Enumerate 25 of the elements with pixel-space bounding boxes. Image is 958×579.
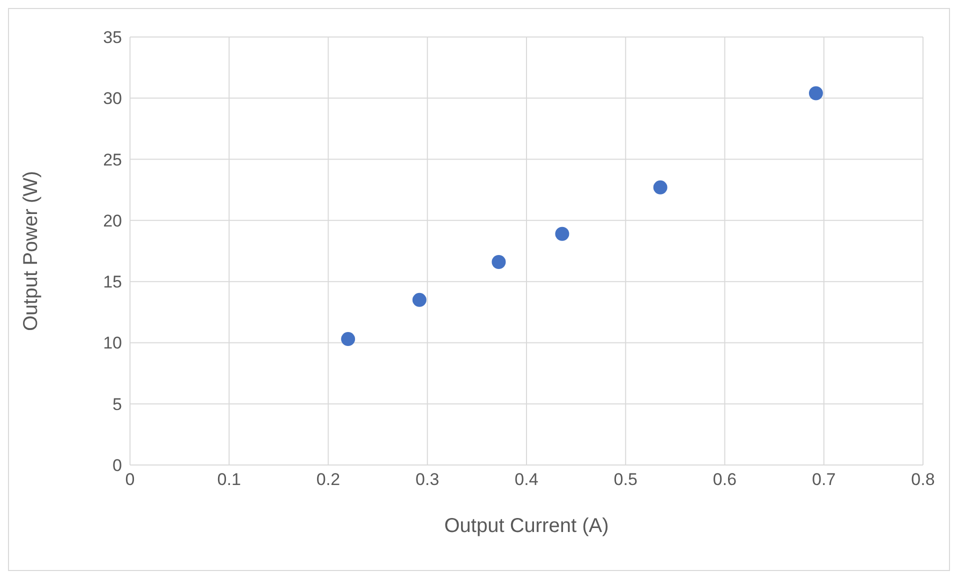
x-tick-label: 0.5 (614, 470, 638, 490)
point (653, 180, 668, 194)
x-tick-label: 0.7 (812, 470, 836, 490)
point (808, 86, 823, 100)
point (341, 332, 356, 346)
point (555, 226, 570, 241)
x-tick-label: 0.2 (316, 470, 340, 490)
y-tick-label: 35 (103, 28, 122, 48)
x-tick-label: 0.3 (416, 470, 440, 490)
x-tick-label: 0.4 (514, 470, 538, 490)
x-tick-label: 0.1 (217, 470, 241, 490)
y-tick-label: 10 (103, 334, 122, 353)
y-tick-label: 25 (103, 150, 122, 170)
y-axis-title: Output Power (W) (20, 170, 42, 332)
x-tick-label: 0.6 (712, 470, 737, 490)
y-tick-label: 15 (103, 272, 122, 292)
point (492, 255, 506, 270)
x-tick-label: 0.8 (911, 470, 935, 490)
x-axis-title: Output Current (A) (444, 515, 609, 537)
y-tick-label: 30 (103, 89, 122, 108)
y-tick-label: 20 (103, 211, 122, 230)
point (412, 292, 426, 307)
y-tick-label: 0 (112, 456, 122, 476)
y-tick-label: 5 (112, 394, 122, 414)
x-tick-label: 0 (125, 470, 135, 490)
